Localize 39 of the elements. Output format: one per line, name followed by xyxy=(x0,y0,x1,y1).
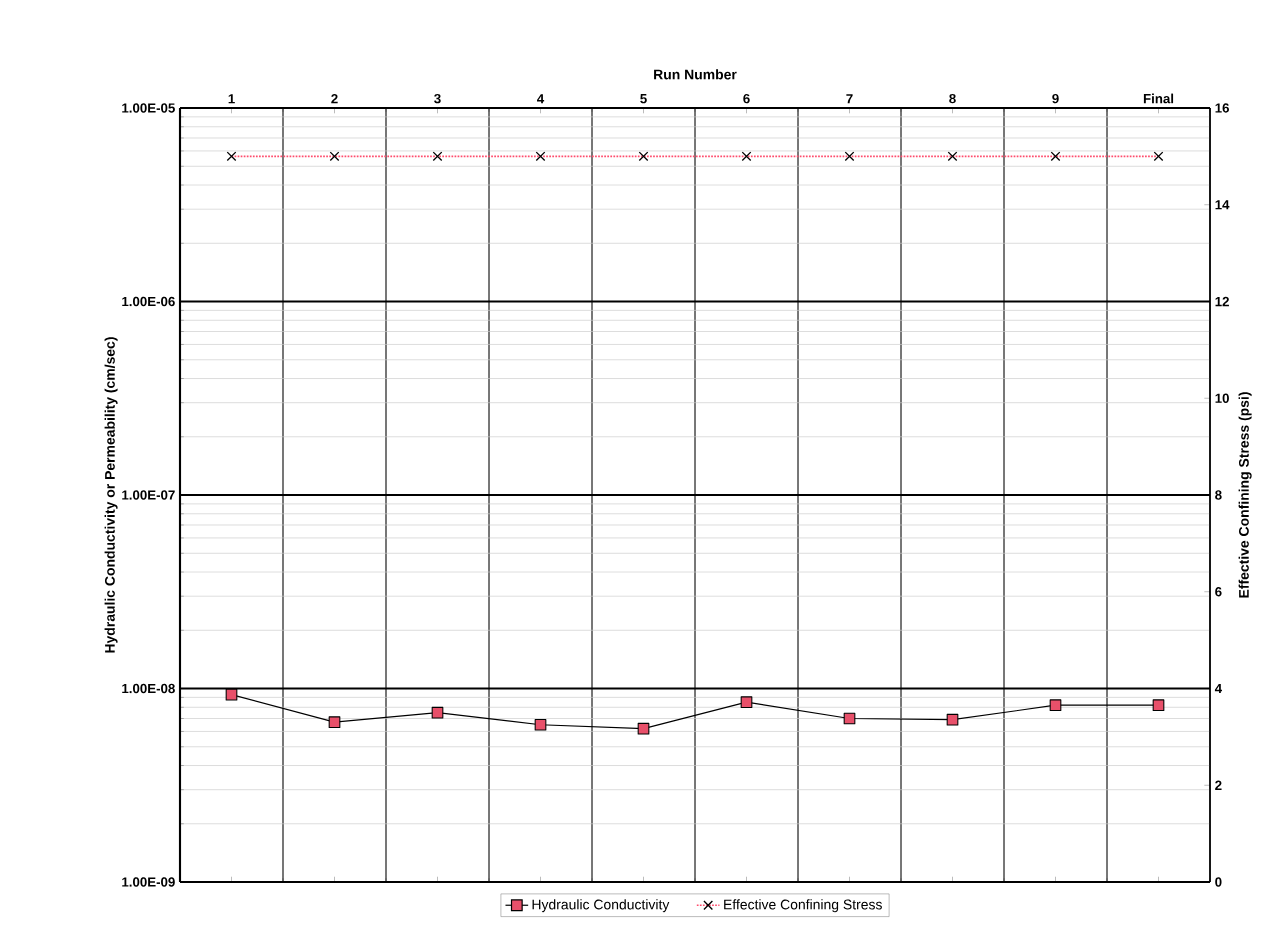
y2-tick-label: 6 xyxy=(1215,587,1222,597)
legend-label: Effective Confining Stress xyxy=(724,899,882,913)
point xyxy=(1049,699,1062,712)
y2-tick-label: 4 xyxy=(1214,683,1223,694)
x-tick-label: 5 xyxy=(640,94,647,104)
legend-label: Hydraulic Conductivity xyxy=(532,899,670,913)
x-axis-title: Run Number xyxy=(654,69,737,80)
y-tick-label: 1.00E-06 xyxy=(122,296,175,307)
y-axis-title: Hydraulic Conductivity or Permeability (cm/sec) xyxy=(104,337,118,653)
y2-tick-label: 16 xyxy=(1215,103,1229,113)
y2-tick-label: 12 xyxy=(1215,296,1229,307)
x-tick-label: 9 xyxy=(1052,93,1059,104)
y2-tick-label: 8 xyxy=(1215,490,1222,500)
y2-axis-title: Effective Confining Stress (psi) xyxy=(1238,392,1252,598)
x-tick-label: 2 xyxy=(331,94,338,104)
y2-tick-label: 2 xyxy=(1215,780,1222,790)
y2-tick-label: 10 xyxy=(1215,393,1229,403)
x-tick-label: 7 xyxy=(846,94,853,104)
x-tick-label: Final xyxy=(1143,93,1174,104)
y-tick-label: 1.00E-07 xyxy=(122,490,175,500)
x-tick-label: 8 xyxy=(949,93,956,104)
y-tick-label: 1.00E-05 xyxy=(122,103,175,113)
point xyxy=(637,722,650,735)
point xyxy=(843,712,856,725)
point xyxy=(1152,699,1165,712)
y2-tick-label: 14 xyxy=(1215,200,1230,210)
x-tick-label: 3 xyxy=(434,93,441,104)
x-tick-label: 6 xyxy=(743,93,750,104)
y-tick-label: 1.00E-08 xyxy=(122,683,175,694)
x-tick-label: 1 xyxy=(228,94,235,104)
point xyxy=(431,706,444,719)
point xyxy=(328,716,341,729)
point xyxy=(946,713,959,726)
y2-tick-label: 0 xyxy=(1215,877,1222,887)
point xyxy=(225,688,238,701)
point xyxy=(534,718,547,731)
x-tick-label: 4 xyxy=(537,94,545,104)
point xyxy=(740,696,753,709)
y-tick-label: 1.00E-09 xyxy=(122,877,175,887)
